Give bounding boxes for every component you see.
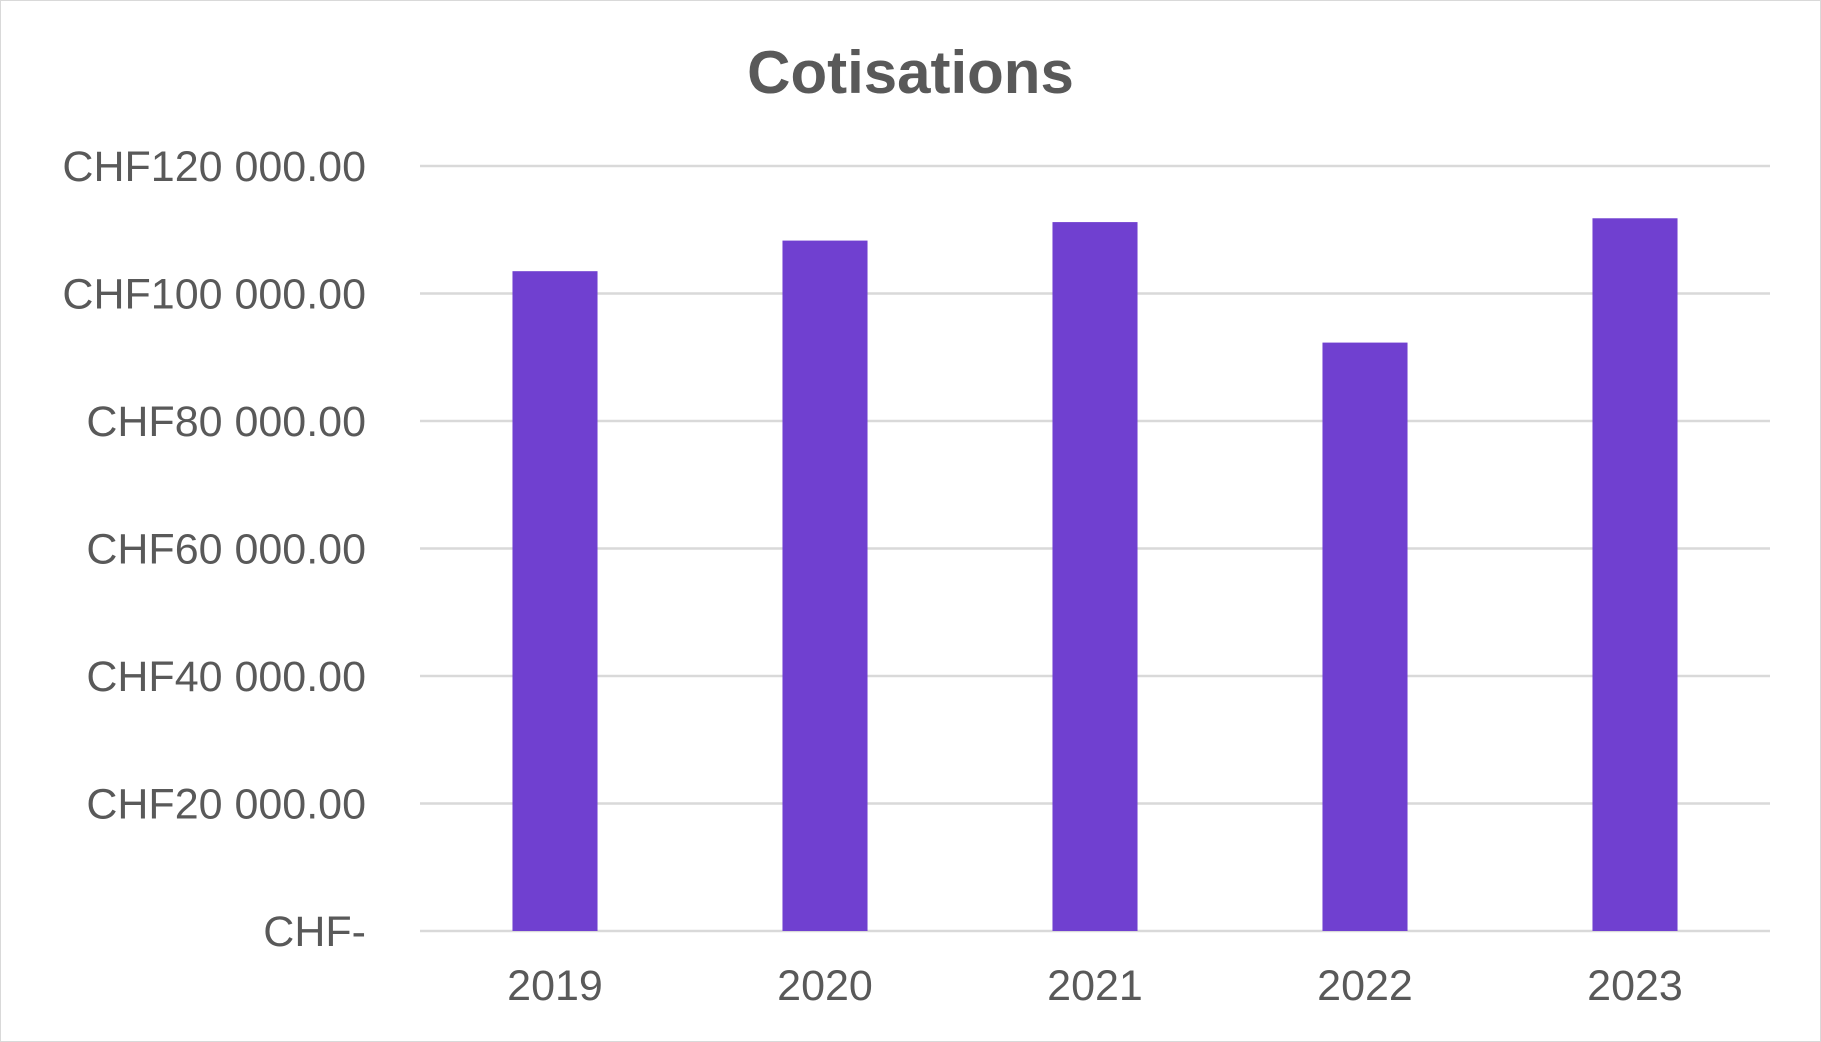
x-tick-label: 2019 bbox=[507, 962, 603, 1010]
y-tick-label: CHF- bbox=[263, 908, 366, 956]
y-tick-label: CHF40 000.00 bbox=[86, 653, 366, 701]
x-tick-label: 2020 bbox=[777, 962, 873, 1010]
y-tick-label: CHF60 000.00 bbox=[86, 526, 366, 574]
x-tick-label: 2022 bbox=[1317, 962, 1413, 1010]
chart-title: Cotisations bbox=[747, 39, 1074, 106]
y-tick-label: CHF100 000.00 bbox=[62, 271, 366, 319]
x-tick-label: 2021 bbox=[1047, 962, 1143, 1010]
y-tick-label: CHF80 000.00 bbox=[86, 398, 366, 446]
bar-2021 bbox=[1052, 222, 1138, 932]
y-tick-label: CHF20 000.00 bbox=[86, 781, 366, 829]
bar-2022 bbox=[1322, 342, 1408, 931]
y-tick-label: CHF120 000.00 bbox=[62, 143, 366, 191]
bar-2020 bbox=[782, 240, 868, 931]
x-tick-label: 2023 bbox=[1587, 962, 1683, 1010]
bar-2019 bbox=[512, 271, 598, 931]
bar-2023 bbox=[1592, 218, 1678, 931]
